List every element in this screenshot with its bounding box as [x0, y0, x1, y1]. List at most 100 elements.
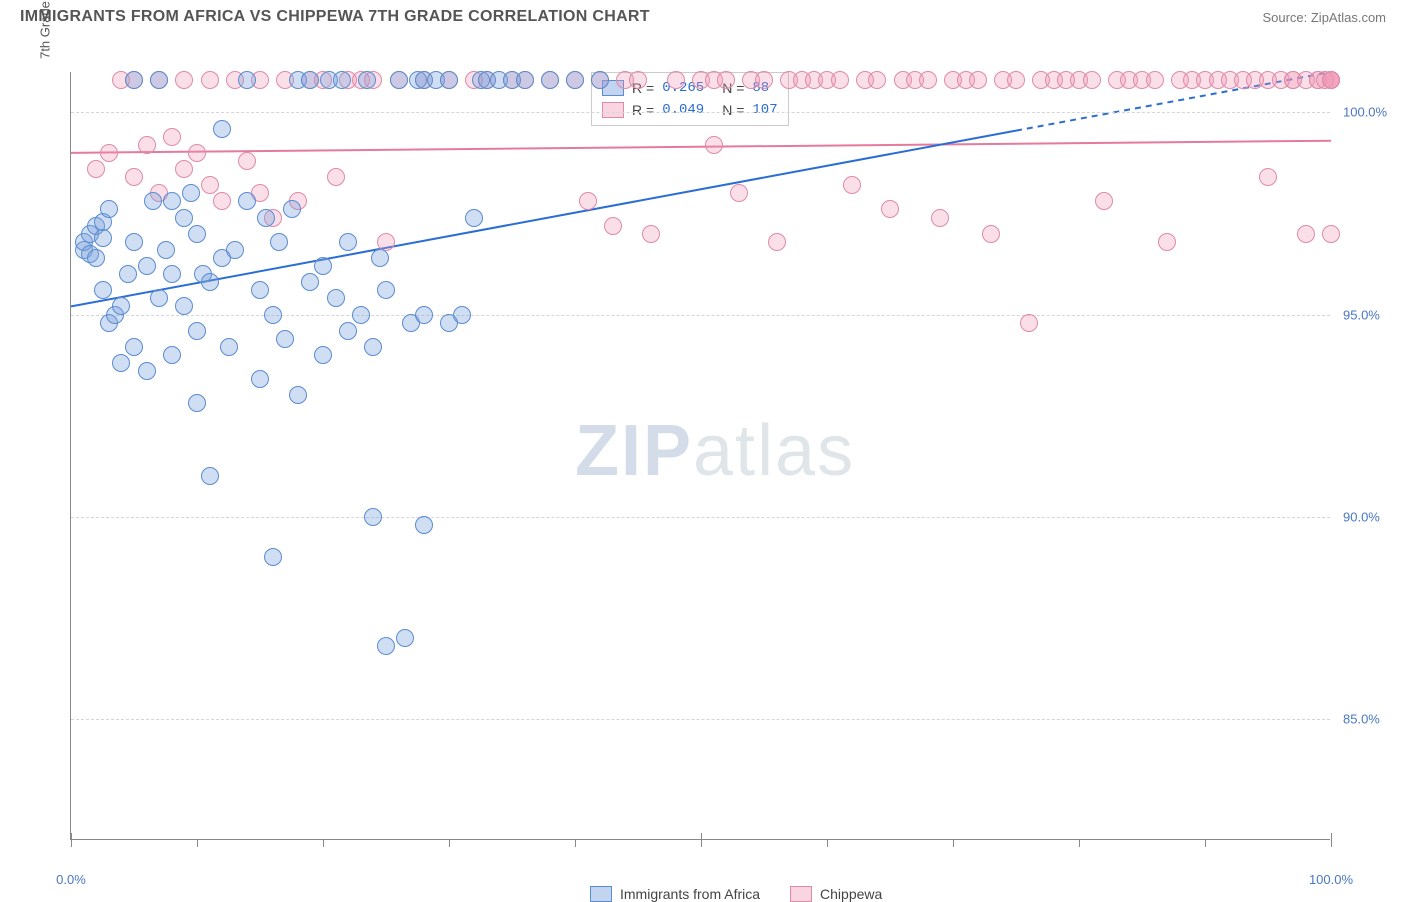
- stats-row: R = 0.049N = 107: [602, 99, 778, 121]
- legend-label: Immigrants from Africa: [620, 886, 760, 902]
- pink-point: [667, 71, 685, 89]
- pink-point: [969, 71, 987, 89]
- blue-point: [440, 71, 458, 89]
- blue-point: [327, 289, 345, 307]
- blue-point: [371, 249, 389, 267]
- pink-point: [831, 71, 849, 89]
- y-tick-label: 90.0%: [1343, 509, 1380, 524]
- blue-point: [188, 394, 206, 412]
- blue-point: [333, 71, 351, 89]
- x-tick: [701, 833, 702, 847]
- blue-point: [157, 241, 175, 259]
- blue-point: [566, 71, 584, 89]
- grid-line: [71, 315, 1330, 316]
- blue-point: [163, 265, 181, 283]
- blue-point: [314, 257, 332, 275]
- x-tick: [1331, 833, 1332, 847]
- blue-point: [453, 306, 471, 324]
- blue-point: [339, 322, 357, 340]
- blue-point: [289, 386, 307, 404]
- blue-point: [150, 71, 168, 89]
- blue-point: [163, 346, 181, 364]
- pink-point: [919, 71, 937, 89]
- pink-point: [1020, 314, 1038, 332]
- pink-point: [982, 225, 1000, 243]
- pink-point: [213, 192, 231, 210]
- x-tick: [197, 839, 198, 847]
- pink-point: [201, 71, 219, 89]
- blue-point: [358, 71, 376, 89]
- pink-point: [327, 168, 345, 186]
- pink-point: [1146, 71, 1164, 89]
- source-label: Source: ZipAtlas.com: [1262, 10, 1386, 25]
- blue-point: [125, 338, 143, 356]
- blue-point: [163, 192, 181, 210]
- grid-line: [71, 719, 1330, 720]
- pink-point: [579, 192, 597, 210]
- blue-point: [301, 71, 319, 89]
- pink-point: [843, 176, 861, 194]
- blue-swatch: [590, 886, 612, 902]
- pink-swatch: [602, 102, 624, 118]
- watermark-light: atlas: [693, 411, 855, 491]
- blue-point: [150, 289, 168, 307]
- watermark: ZIPatlas: [575, 410, 855, 492]
- blue-point: [314, 346, 332, 364]
- blue-point: [301, 273, 319, 291]
- pink-point: [1297, 225, 1315, 243]
- grid-line: [71, 112, 1330, 113]
- pink-point: [931, 209, 949, 227]
- pink-point: [881, 200, 899, 218]
- y-tick-label: 85.0%: [1343, 711, 1380, 726]
- pink-point: [1095, 192, 1113, 210]
- pink-point: [201, 176, 219, 194]
- legend-label: Chippewa: [820, 886, 882, 902]
- n-value: 107: [752, 99, 777, 121]
- blue-point: [352, 306, 370, 324]
- blue-point: [251, 281, 269, 299]
- blue-point: [264, 548, 282, 566]
- blue-point: [270, 233, 288, 251]
- pink-point: [175, 160, 193, 178]
- grid-line: [71, 517, 1330, 518]
- blue-point: [364, 508, 382, 526]
- blue-point: [87, 249, 105, 267]
- pink-point: [238, 152, 256, 170]
- blue-point: [377, 281, 395, 299]
- watermark-bold: ZIP: [575, 411, 693, 491]
- blue-point: [238, 71, 256, 89]
- pink-point: [1322, 71, 1340, 89]
- blue-point: [276, 330, 294, 348]
- blue-point: [257, 209, 275, 227]
- blue-point: [390, 71, 408, 89]
- pink-point: [100, 144, 118, 162]
- blue-point: [94, 229, 112, 247]
- x-tick: [1079, 839, 1080, 847]
- blue-point: [138, 362, 156, 380]
- x-tick: [449, 839, 450, 847]
- r-label: R =: [632, 99, 654, 121]
- blue-point: [251, 370, 269, 388]
- blue-point: [175, 209, 193, 227]
- blue-point: [188, 322, 206, 340]
- blue-point: [94, 281, 112, 299]
- pink-point: [642, 225, 660, 243]
- legend-item: Chippewa: [790, 886, 882, 902]
- pink-swatch: [790, 886, 812, 902]
- blue-point: [100, 200, 118, 218]
- pink-point: [1259, 168, 1277, 186]
- blue-point: [201, 273, 219, 291]
- blue-point: [112, 354, 130, 372]
- pink-point: [705, 136, 723, 154]
- blue-point: [238, 192, 256, 210]
- pink-point: [629, 71, 647, 89]
- blue-point: [339, 233, 357, 251]
- y-tick-label: 100.0%: [1343, 105, 1387, 120]
- blue-point: [213, 120, 231, 138]
- blue-point: [175, 297, 193, 315]
- blue-point: [415, 516, 433, 534]
- blue-point: [364, 338, 382, 356]
- blue-point: [377, 637, 395, 655]
- pink-point: [730, 184, 748, 202]
- blue-point: [541, 71, 559, 89]
